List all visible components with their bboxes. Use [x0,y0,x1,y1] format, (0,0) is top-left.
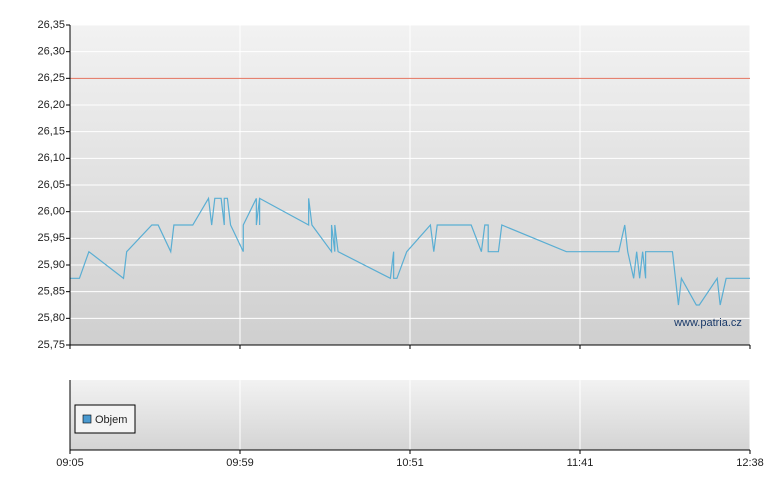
y-tick-label: 26,20 [37,99,65,111]
x-tick-label: 10:51 [396,457,424,469]
x-tick-label: 12:38 [736,457,764,469]
y-tick-label: 26,30 [37,46,65,58]
price-line [70,196,750,306]
y-tick-label: 25,75 [37,339,65,351]
y-tick-label: 25,95 [37,232,65,244]
y-tick-label: 25,80 [37,312,65,324]
y-tick-label: 25,90 [37,259,65,271]
legend-swatch [82,414,92,424]
y-tick-label: 26,25 [37,72,65,84]
legend-label: Objem [95,414,127,426]
y-tick-label: 26,00 [37,206,65,218]
y-tick-label: 26,35 [37,19,65,31]
x-tick-label: 09:05 [56,457,84,469]
x-tick-label: 09:59 [226,457,254,469]
y-tick-label: 26,15 [37,126,65,138]
x-tick-label: 11:41 [567,457,594,469]
watermark: www.patria.cz [673,317,742,329]
y-tick-label: 25,85 [37,286,65,298]
y-tick-label: 26,05 [37,179,65,191]
y-tick-label: 26,10 [37,152,65,164]
